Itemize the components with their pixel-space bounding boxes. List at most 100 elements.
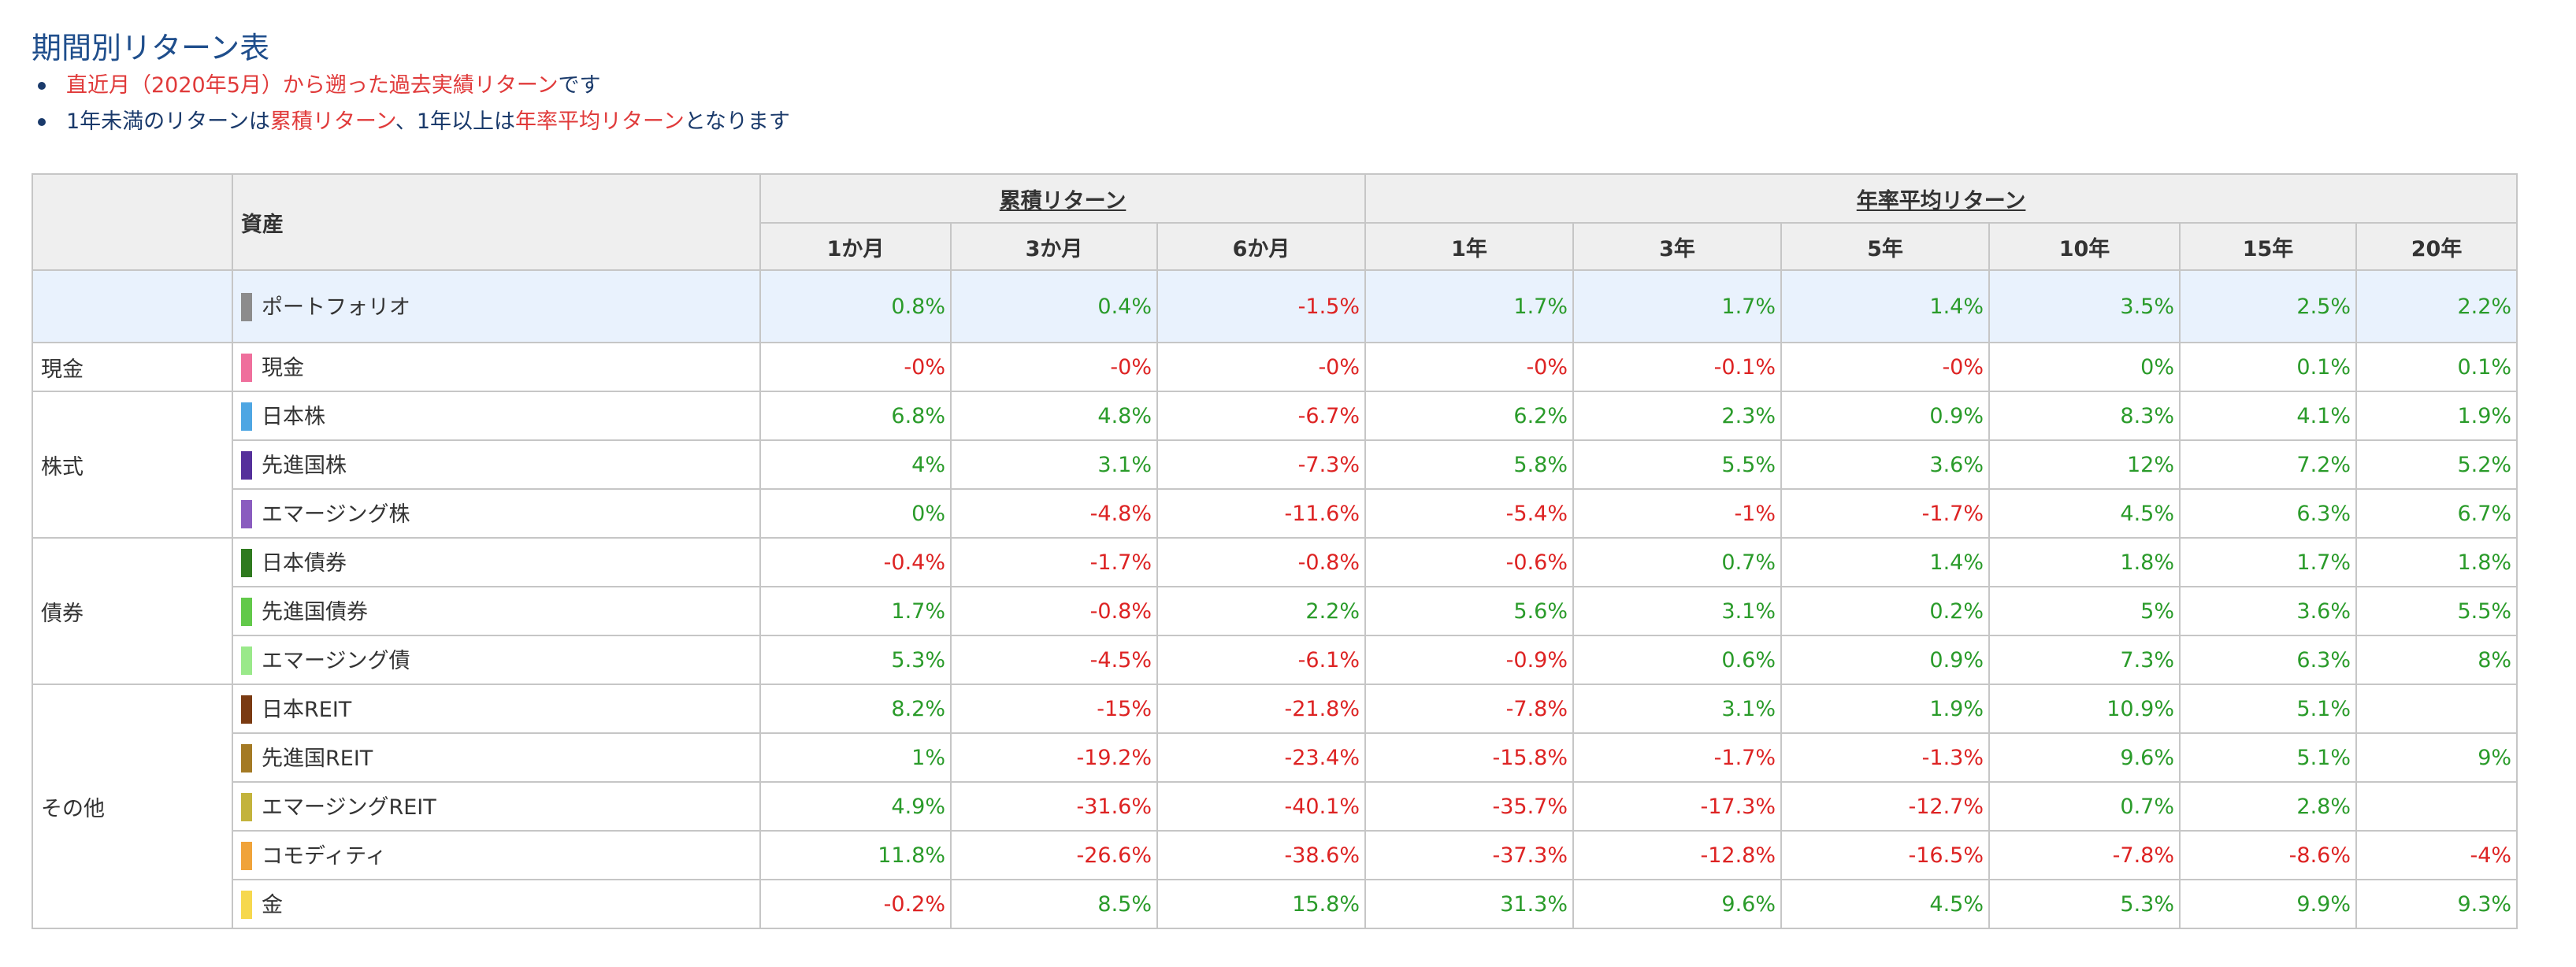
value-cell: 4.5%	[1780, 879, 1991, 929]
note-text: 、1年以上は	[395, 109, 516, 134]
value-cell: -31.6%	[950, 781, 1158, 832]
asset-header: 資産	[232, 173, 761, 271]
value-cell: -0%	[1780, 342, 1991, 392]
value-cell: 8.3%	[1988, 391, 2181, 441]
value-cell: -23.4%	[1156, 732, 1367, 783]
value-cell: 5%	[1988, 586, 2181, 636]
value-cell: 4.1%	[2179, 391, 2358, 441]
note-text: です	[558, 73, 601, 98]
table-row: エマージングREIT 4.9% -31.6% -40.1% -35.7% -17.3% -1…	[32, 781, 2518, 832]
note-item: 1年未満のリターンは累積リターン、1年以上は年率平均リターンとなります	[32, 104, 790, 140]
cumulative-group-label: 累積リターン	[999, 188, 1127, 213]
notes-list: 直近月（2020年5月）から遡った過去実績リターンです 1年未満のリターンは累積…	[32, 68, 790, 140]
asset-name: ポートフォリオ	[262, 295, 410, 320]
value-cell: 1.7%	[1572, 269, 1783, 343]
value-cell: 2.2%	[2355, 269, 2518, 343]
category-header-cell	[32, 173, 233, 271]
value-cell: 5.3%	[759, 635, 952, 685]
value-cell: 5.6%	[1364, 586, 1575, 636]
value-cell: -4.5%	[950, 635, 1158, 685]
table-row: その他 日本REIT 8.2% -15% -21.8% -7.8% 3.1% 1.9% 10.9…	[32, 684, 2518, 929]
value-cell: -1%	[1572, 488, 1783, 539]
asset-color-swatch	[241, 792, 252, 821]
table-row: エマージング債 5.3% -4.5% -6.1% -0.9% 0.6% 0.9% 7.3% 6.…	[32, 635, 2518, 685]
value-cell: -0.8%	[950, 586, 1158, 636]
value-cell: -35.7%	[1364, 781, 1575, 832]
asset-color-swatch	[241, 402, 252, 431]
value-cell: -1.7%	[1572, 732, 1783, 783]
asset-name: 日本債券	[262, 551, 347, 576]
value-cell: -1.7%	[950, 537, 1158, 587]
portfolio-row: ポートフォリオ 0.8% 0.4% -1.5% 1.7% 1.7% 1.4% 3.5% 2.5%…	[32, 269, 2518, 343]
category-cell: 株式	[32, 391, 233, 539]
annual-group-header: 年率平均リターン	[1364, 173, 2518, 224]
value-cell: 4.8%	[950, 391, 1158, 441]
asset-color-swatch	[241, 353, 252, 382]
value-cell: -4%	[2355, 830, 2518, 880]
value-cell: -0.9%	[1364, 635, 1575, 685]
asset-name-cell: 日本株	[232, 391, 761, 441]
value-cell: 11.8%	[759, 830, 952, 880]
asset-name: 先進国債券	[262, 600, 368, 625]
value-cell: 2.2%	[1156, 586, 1367, 636]
asset-color-swatch	[241, 292, 252, 321]
asset-name-cell: 日本REIT	[232, 684, 761, 734]
value-cell: -7.8%	[1988, 830, 2181, 880]
asset-color-swatch	[241, 841, 252, 870]
value-cell: -0.4%	[759, 537, 952, 587]
value-cell: -15.8%	[1364, 732, 1575, 783]
asset-name-cell: 日本債券	[232, 537, 761, 587]
value-cell: -0.1%	[1572, 342, 1783, 392]
asset-name-cell: エマージングREIT	[232, 781, 761, 832]
value-cell: 1.9%	[2355, 391, 2518, 441]
value-cell: 8%	[2355, 635, 2518, 685]
value-cell: -1.5%	[1156, 269, 1367, 343]
table-row: エマージング株 0% -4.8% -11.6% -5.4% -1% -1.7% 4.5% 6.3…	[32, 488, 2518, 539]
value-cell: -6.7%	[1156, 391, 1367, 441]
table-row: 先進国REIT 1% -19.2% -23.4% -15.8% -1.7% -1.3% 9.6…	[32, 732, 2518, 783]
value-cell: -0%	[1364, 342, 1575, 392]
value-cell: -11.6%	[1156, 488, 1367, 539]
note-text: となります	[684, 109, 790, 134]
asset-name: 先進国株	[262, 454, 347, 479]
value-cell: 3.5%	[1988, 269, 2181, 343]
period-header: 3年	[1572, 222, 1783, 271]
table-body: ポートフォリオ 0.8% 0.4% -1.5% 1.7% 1.7% 1.4% 3.5% 2.5%…	[32, 269, 2518, 929]
value-cell: -12.8%	[1572, 830, 1783, 880]
category-cell: その他	[32, 684, 233, 929]
value-cell: 9.9%	[2179, 879, 2358, 929]
value-cell: 1.7%	[1364, 269, 1575, 343]
value-cell: -1.3%	[1780, 732, 1991, 783]
value-cell: 8.5%	[950, 879, 1158, 929]
value-cell: 2.8%	[2179, 781, 2358, 832]
category-cell: 現金	[32, 342, 233, 392]
category-cell: 債券	[32, 537, 233, 685]
value-cell: 10.9%	[1988, 684, 2181, 734]
asset-name: 日本株	[262, 405, 325, 430]
value-cell: 5.1%	[2179, 732, 2358, 783]
period-header: 5年	[1780, 222, 1991, 271]
value-cell: -8.6%	[2179, 830, 2358, 880]
note-highlight: 累積リターン	[269, 109, 395, 134]
value-cell: 3.1%	[1572, 586, 1783, 636]
page-title: 期間別リターン表	[32, 31, 270, 66]
asset-name-cell: 金	[232, 879, 761, 929]
asset-name: 金	[262, 893, 283, 918]
value-cell: 15.8%	[1156, 879, 1367, 929]
value-cell: 5.1%	[2179, 684, 2358, 734]
period-header: 1か月	[759, 222, 952, 271]
asset-name-cell: 先進国REIT	[232, 732, 761, 783]
value-cell: 0.9%	[1780, 635, 1991, 685]
value-cell: 4.5%	[1988, 488, 2181, 539]
cumulative-group-header: 累積リターン	[759, 173, 1367, 224]
asset-color-swatch	[241, 499, 252, 528]
asset-color-swatch	[241, 450, 252, 480]
asset-name: 現金	[262, 356, 304, 381]
value-cell: -12.7%	[1780, 781, 1991, 832]
value-cell: 1.7%	[2179, 537, 2358, 587]
value-cell: -15%	[950, 684, 1158, 734]
value-cell: 5.3%	[1988, 879, 2181, 929]
value-cell	[2355, 684, 2518, 734]
value-cell: 5.5%	[2355, 586, 2518, 636]
